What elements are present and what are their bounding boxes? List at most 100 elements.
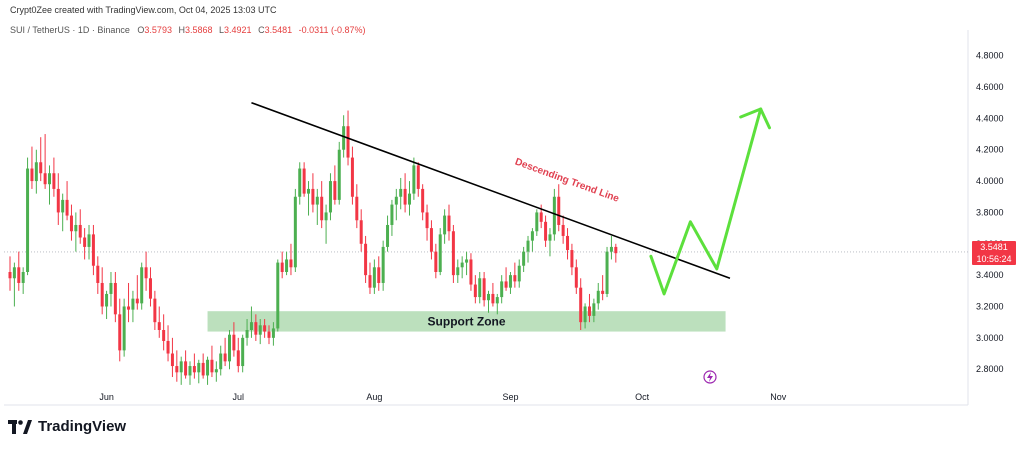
candle-down bbox=[333, 165, 337, 205]
candle-up bbox=[456, 259, 460, 283]
candle-down bbox=[320, 181, 324, 229]
candle-down bbox=[78, 209, 82, 244]
price-tick-label: 4.6000 bbox=[976, 82, 1004, 92]
support-zone-rect bbox=[207, 311, 726, 332]
candle-up bbox=[206, 356, 210, 385]
candle-body bbox=[416, 165, 420, 189]
candle-down bbox=[170, 337, 174, 378]
candle-body bbox=[350, 157, 354, 197]
candle-down bbox=[69, 204, 73, 241]
candle-body bbox=[148, 278, 152, 299]
candle-body bbox=[109, 282, 113, 294]
candle-up bbox=[478, 272, 482, 304]
symbol-info-bar: SUI / TetherUS · 1D · Binance O3.5793 H3… bbox=[10, 25, 370, 35]
candle-up bbox=[293, 188, 297, 272]
candle-body bbox=[153, 298, 157, 323]
candle-body bbox=[583, 306, 587, 323]
candle-down bbox=[579, 278, 583, 330]
candle-body bbox=[179, 361, 183, 373]
candle-body bbox=[245, 330, 249, 338]
candle-down bbox=[254, 314, 258, 341]
candle-down bbox=[280, 251, 284, 279]
candle-down bbox=[153, 290, 157, 330]
candle-body bbox=[162, 330, 166, 341]
candle-body bbox=[206, 359, 210, 376]
candle-body bbox=[302, 168, 306, 194]
candle-body bbox=[566, 235, 570, 251]
candle-up bbox=[241, 334, 245, 373]
candle-body bbox=[333, 181, 337, 200]
candle-body bbox=[359, 220, 363, 244]
candle-body bbox=[258, 325, 262, 335]
candle-body bbox=[87, 234, 91, 247]
candle-down bbox=[52, 157, 56, 197]
candle-down bbox=[570, 243, 574, 276]
candle-body bbox=[548, 234, 552, 241]
candle-down bbox=[473, 275, 477, 304]
candle-down bbox=[566, 228, 570, 260]
candle-up bbox=[245, 319, 249, 346]
candle-body bbox=[614, 246, 618, 254]
price-tick-label: 3.0000 bbox=[976, 333, 1004, 343]
candle-body bbox=[544, 221, 548, 241]
candle-body bbox=[74, 224, 78, 232]
candle-down bbox=[157, 306, 161, 338]
last-price-tag: 3.5481 10:56:24 bbox=[972, 241, 1016, 265]
candle-body bbox=[530, 231, 534, 241]
price-tick-label: 2.8000 bbox=[976, 364, 1004, 374]
candle-up bbox=[324, 204, 328, 244]
time-tick-label: Jun bbox=[99, 392, 114, 402]
candle-body bbox=[574, 267, 578, 288]
candle-body bbox=[434, 251, 438, 272]
candle-body bbox=[517, 265, 521, 282]
candle-body bbox=[451, 231, 455, 276]
candle-body bbox=[399, 188, 403, 197]
candle-up bbox=[337, 141, 341, 205]
symbol-name: SUI / TetherUS · 1D · Binance bbox=[10, 25, 130, 35]
candle-body bbox=[372, 267, 376, 288]
candle-up bbox=[522, 246, 526, 272]
candle-up bbox=[219, 345, 223, 376]
candle-down bbox=[403, 173, 407, 213]
candle-body bbox=[460, 262, 464, 268]
candle-down bbox=[236, 337, 240, 373]
candle-body bbox=[17, 267, 21, 283]
candle-up bbox=[74, 212, 78, 252]
candle-down bbox=[614, 243, 618, 263]
candle-body bbox=[394, 196, 398, 205]
candle-down bbox=[364, 235, 368, 283]
candle-body bbox=[232, 334, 236, 351]
candle-body bbox=[487, 293, 491, 301]
candle-up bbox=[285, 251, 289, 276]
candle-up bbox=[298, 162, 302, 205]
tradingview-logo: TradingView bbox=[8, 418, 126, 435]
time-tick-label: Aug bbox=[366, 392, 382, 402]
candle-body bbox=[39, 162, 43, 174]
candle-up bbox=[517, 259, 521, 288]
candle-down bbox=[263, 319, 267, 338]
price-tick-label: 4.0000 bbox=[976, 176, 1004, 186]
candle-down bbox=[30, 146, 34, 189]
candle-body bbox=[249, 322, 253, 330]
candle-down bbox=[504, 267, 508, 291]
candle-body bbox=[456, 267, 460, 276]
candle-up bbox=[48, 165, 52, 205]
candle-body bbox=[157, 322, 161, 330]
candle-up bbox=[495, 293, 499, 315]
candle-down bbox=[223, 337, 227, 367]
candle-up bbox=[583, 303, 587, 329]
candle-body bbox=[12, 267, 16, 279]
candle-up bbox=[26, 157, 30, 276]
candle-body bbox=[219, 353, 223, 370]
candle-down bbox=[39, 137, 43, 182]
candle-up bbox=[412, 157, 416, 200]
candle-down bbox=[544, 215, 548, 247]
candle-body bbox=[52, 173, 56, 189]
candle-body bbox=[443, 215, 447, 235]
candle-body bbox=[276, 262, 280, 329]
candle-body bbox=[65, 199, 69, 216]
candle-body bbox=[447, 215, 451, 232]
candle-body bbox=[324, 212, 328, 221]
candle-down bbox=[127, 282, 131, 323]
